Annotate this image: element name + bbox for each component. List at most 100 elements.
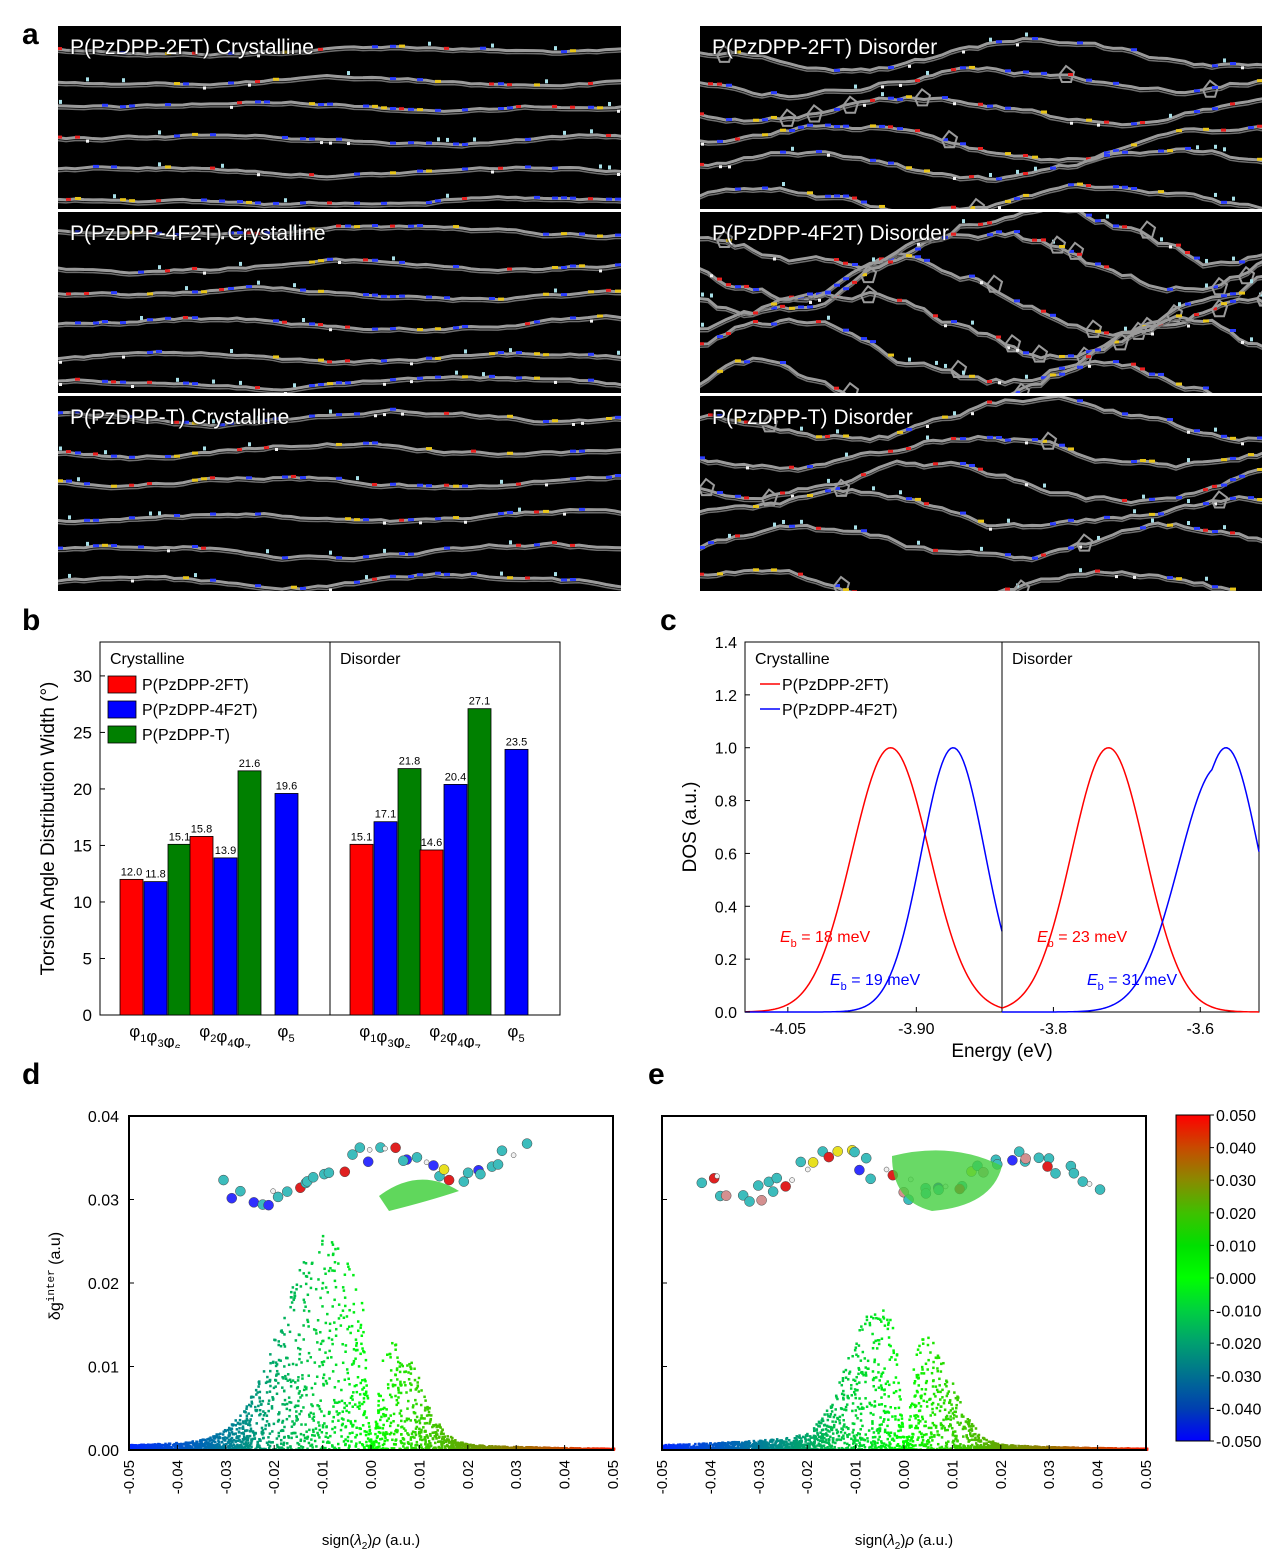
scatter-point bbox=[331, 1420, 334, 1423]
hydrogen-atom bbox=[554, 380, 557, 384]
oxygen-atom bbox=[987, 380, 992, 384]
oxygen-atom bbox=[1257, 124, 1262, 128]
scatter-point bbox=[244, 1429, 248, 1432]
scatter-point bbox=[309, 1411, 313, 1415]
nitrogen-atom bbox=[228, 231, 234, 235]
nitrogen-atom bbox=[1068, 183, 1074, 187]
scatter-point bbox=[952, 1443, 956, 1446]
nitrogen-atom bbox=[417, 573, 423, 577]
sulfur-atom bbox=[1176, 314, 1182, 318]
scatter-point bbox=[381, 1443, 385, 1447]
scatter-point bbox=[368, 1429, 371, 1433]
nitrogen-atom bbox=[381, 294, 387, 298]
nitrogen-atom bbox=[444, 546, 450, 550]
scatter-point bbox=[338, 1412, 341, 1415]
hydrogen-atom bbox=[998, 206, 1001, 209]
sulfur-atom bbox=[888, 353, 894, 357]
oxygen-atom bbox=[834, 258, 839, 262]
oxygen-atom bbox=[327, 360, 332, 364]
nitrogen-atom bbox=[156, 349, 162, 353]
scatter-point bbox=[354, 1338, 358, 1341]
scatter-point bbox=[837, 1434, 841, 1438]
scatter-point bbox=[431, 1425, 434, 1429]
scatter-point bbox=[328, 1441, 331, 1444]
scatter-point bbox=[371, 1442, 375, 1446]
scatter-point bbox=[246, 1445, 250, 1448]
nitrogen-atom bbox=[444, 296, 450, 300]
scatter-point bbox=[433, 1431, 436, 1434]
scatter-point bbox=[842, 1389, 845, 1393]
scatter-point bbox=[258, 1400, 262, 1403]
scatter-point bbox=[238, 1434, 241, 1438]
oxygen-atom bbox=[165, 269, 170, 273]
scatter-point bbox=[420, 1389, 423, 1392]
scatter-point bbox=[667, 1443, 671, 1447]
scatter-point bbox=[389, 1379, 393, 1382]
nitrogen-atom bbox=[300, 586, 306, 590]
scatter-point bbox=[853, 1388, 857, 1391]
scatter-point bbox=[275, 1369, 279, 1373]
hydrogen-atom bbox=[383, 521, 386, 525]
scatter-point bbox=[309, 1277, 313, 1280]
nitrogen-atom bbox=[309, 384, 315, 388]
scatter-point bbox=[878, 1318, 882, 1321]
scatter-point bbox=[976, 1446, 979, 1450]
scatter-point bbox=[404, 1370, 408, 1373]
scatter-point bbox=[519, 1447, 522, 1450]
scatter-point bbox=[552, 1447, 555, 1450]
sulfur-atom bbox=[606, 416, 612, 420]
nitrogen-atom bbox=[1194, 429, 1200, 433]
polymer-chain-edge bbox=[58, 48, 621, 59]
scatter-point bbox=[230, 1423, 234, 1426]
sulfur-atom bbox=[1257, 157, 1262, 161]
scatter-point bbox=[366, 1437, 370, 1440]
scatter-point bbox=[310, 1386, 314, 1390]
nitrogen-atom bbox=[1185, 302, 1191, 306]
polymer-chain-edge bbox=[700, 234, 1262, 304]
scatter-point bbox=[788, 1445, 791, 1449]
fluorine-atom bbox=[203, 446, 206, 451]
atom bbox=[263, 1199, 274, 1211]
sulfur-atom bbox=[192, 421, 198, 425]
nitrogen-atom bbox=[1104, 515, 1110, 519]
atom bbox=[462, 1167, 474, 1179]
scatter-point bbox=[309, 1356, 313, 1359]
scatter-point bbox=[283, 1316, 286, 1320]
md-snapshot-4f2t-disorder: P(PzDPP-4F2T) Disorder bbox=[700, 212, 1262, 393]
nitrogen-atom bbox=[147, 350, 153, 354]
scatter-point bbox=[271, 1398, 275, 1401]
scatter-point bbox=[302, 1406, 305, 1409]
scatter-point bbox=[434, 1435, 438, 1438]
scatter-point bbox=[276, 1420, 280, 1423]
hydrogen-atom bbox=[710, 274, 713, 278]
scatter-point bbox=[244, 1422, 248, 1425]
nitrogen-atom bbox=[771, 91, 777, 95]
atom bbox=[390, 1142, 401, 1154]
hydrogen-atom bbox=[1151, 332, 1154, 336]
nitrogen-atom bbox=[870, 158, 876, 162]
scatter-point bbox=[253, 1437, 256, 1440]
scatter-point bbox=[267, 1399, 271, 1402]
scatter-point bbox=[344, 1304, 347, 1308]
fluorine-atom bbox=[257, 280, 260, 285]
scatter-point bbox=[407, 1371, 410, 1374]
x-tick-label: -4.05 bbox=[770, 1021, 807, 1038]
scatter-point bbox=[213, 1437, 217, 1440]
scatter-point bbox=[184, 1442, 187, 1445]
scatter-point bbox=[576, 1447, 580, 1451]
x-tick-label: φ2φ4φ7 bbox=[429, 1022, 480, 1048]
nitrogen-atom bbox=[129, 516, 135, 520]
scatter-point bbox=[251, 1430, 255, 1433]
scatter-point bbox=[942, 1361, 945, 1365]
twisted-ring bbox=[832, 478, 851, 497]
fluorine-atom bbox=[1124, 326, 1127, 331]
scatter-point bbox=[135, 1444, 139, 1447]
scatter-point bbox=[188, 1447, 191, 1450]
hydrogen-atom bbox=[863, 103, 866, 107]
x-tick-label: -0.05 bbox=[121, 1460, 138, 1494]
scatter-point bbox=[375, 1440, 378, 1444]
nitrogen-atom bbox=[372, 293, 378, 297]
fluorine-atom bbox=[872, 257, 875, 262]
scatter-point bbox=[371, 1444, 375, 1448]
scatter-point bbox=[320, 1410, 323, 1413]
